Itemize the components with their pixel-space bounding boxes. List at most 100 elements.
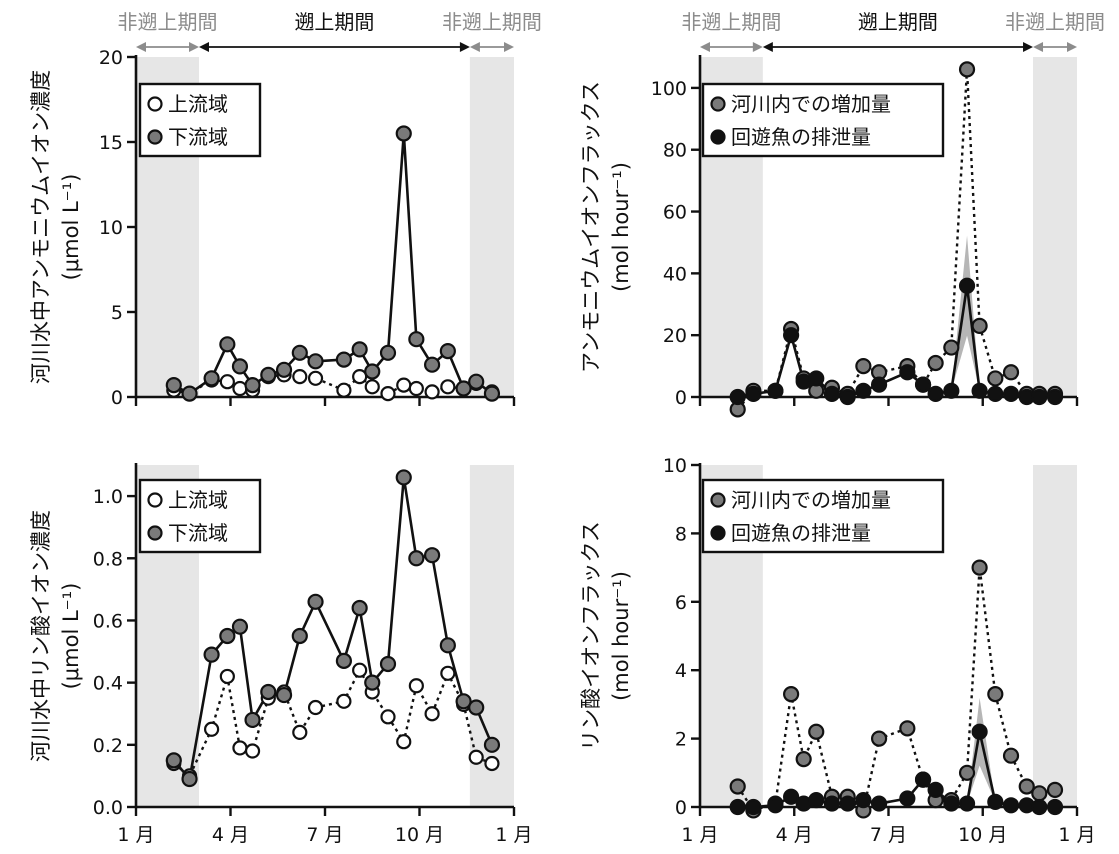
y-tick-label: 2 xyxy=(675,729,687,751)
data-point xyxy=(1018,778,1035,795)
data-point xyxy=(484,755,500,772)
x-tick-label: 4 月 xyxy=(776,824,813,846)
data-point xyxy=(352,662,368,678)
period-arrow-left xyxy=(136,42,199,52)
data-point xyxy=(729,388,746,406)
data-point xyxy=(231,618,249,635)
data-point xyxy=(927,354,944,372)
data-point xyxy=(291,344,308,361)
y-tick-label: 0.0 xyxy=(93,797,123,819)
legend-marker-1 xyxy=(710,96,726,112)
data-point xyxy=(783,686,800,703)
legend-marker-2 xyxy=(710,129,726,145)
nonrun-shade-2 xyxy=(469,57,514,397)
period-arrow-center xyxy=(762,42,1034,52)
series-line-1 xyxy=(173,669,493,778)
data-point xyxy=(1002,797,1020,814)
data-point xyxy=(219,336,236,353)
y-tick-label: 100 xyxy=(651,78,687,100)
data-point xyxy=(336,693,352,709)
data-point xyxy=(483,385,501,402)
period-label-left: 非遡上期間 xyxy=(118,10,218,34)
data-point xyxy=(468,373,485,390)
y-tick-label: 0 xyxy=(675,797,687,819)
data-point xyxy=(943,382,960,399)
data-point xyxy=(232,380,248,397)
data-point xyxy=(823,385,841,403)
data-point xyxy=(219,627,236,645)
chart-panel-2: 非遡上期間 遡上期間 非遡上期間 0 20 40 60 80 100 アンモニウムイオンフラックス… xyxy=(579,10,1105,418)
x-tick-label: 10 月 xyxy=(395,824,444,846)
legend-box xyxy=(138,82,262,158)
data-point xyxy=(927,385,944,403)
data-point xyxy=(395,469,412,486)
data-point xyxy=(870,730,888,747)
legend-marker-1 xyxy=(710,492,726,508)
series-line-1 xyxy=(736,566,1056,812)
x-tick-label: 1 月 xyxy=(117,824,154,846)
y-axis-label: アンモニウムイオンフラックス xyxy=(579,81,603,373)
data-point xyxy=(181,385,198,402)
y-tick-label: 10 xyxy=(663,455,687,477)
data-point xyxy=(468,699,485,716)
chart-panel-4: 0 2 4 6 8 10 1 月 4 月 7 月 10 月 1 月 リン酸イオンフラックス (mol h… xyxy=(579,455,1096,846)
data-point xyxy=(839,388,856,406)
data-point xyxy=(275,361,293,378)
y-tick-label: 10 xyxy=(99,217,123,239)
data-point xyxy=(395,125,412,142)
data-point xyxy=(455,693,472,710)
legend-box xyxy=(701,478,945,554)
data-point xyxy=(958,277,976,294)
data-point xyxy=(424,356,441,373)
chart-panel-1: 非遡上期間 遡上期間 非遡上期間 0 5 10 15 20 河川水中アンモニウムイオン濃度 (μm… xyxy=(29,10,542,409)
data-point xyxy=(379,655,397,673)
data-point xyxy=(424,547,441,564)
legend-label-2: 回遊魚の排泄量 xyxy=(731,521,871,545)
period-arrow-right xyxy=(1033,42,1077,52)
data-point xyxy=(351,341,368,358)
x-tick-label: 7 月 xyxy=(870,824,907,846)
data-point xyxy=(958,764,976,781)
data-point xyxy=(379,344,397,361)
data-point xyxy=(767,382,784,399)
y-axis-label: 河川水中リン酸イオン濃度 xyxy=(29,510,53,762)
data-point xyxy=(424,384,440,400)
period-arrow-center xyxy=(199,42,470,52)
data-point xyxy=(729,778,746,795)
data-point xyxy=(424,706,440,722)
data-point xyxy=(987,793,1004,810)
data-point xyxy=(927,781,944,799)
y-tick-label: 0.6 xyxy=(93,610,123,632)
y-tick-label: 5 xyxy=(111,302,123,324)
data-point xyxy=(440,665,456,681)
data-point xyxy=(767,797,784,814)
data-point xyxy=(231,358,249,375)
data-point xyxy=(958,61,976,78)
data-point xyxy=(808,723,825,740)
y-tick-label: 80 xyxy=(663,140,687,162)
y-tick-label: 0.8 xyxy=(93,548,123,570)
legend-label-2: 下流域 xyxy=(168,125,228,149)
data-point xyxy=(729,798,746,816)
y-axis-unit: (mol hour⁻¹) xyxy=(609,571,633,701)
period-label-right: 非遡上期間 xyxy=(442,10,542,34)
y-tick-label: 1.0 xyxy=(93,486,123,508)
y-tick-label: 0.2 xyxy=(93,735,123,757)
data-point xyxy=(855,357,872,375)
data-point xyxy=(943,339,960,356)
legend-box xyxy=(701,82,945,158)
data-point xyxy=(1046,388,1064,406)
x-tick-label: 1 月 xyxy=(681,824,718,846)
x-tick-label: 4 月 xyxy=(212,824,249,846)
data-point xyxy=(899,720,916,737)
legend-marker-1 xyxy=(147,492,163,508)
y-tick-label: 8 xyxy=(675,523,687,545)
data-point xyxy=(351,599,368,617)
data-point xyxy=(244,711,261,729)
data-point xyxy=(943,795,960,812)
legend-marker-2 xyxy=(147,525,163,541)
legend-label-1: 河川内での増加量 xyxy=(731,92,891,116)
data-point xyxy=(335,351,352,368)
